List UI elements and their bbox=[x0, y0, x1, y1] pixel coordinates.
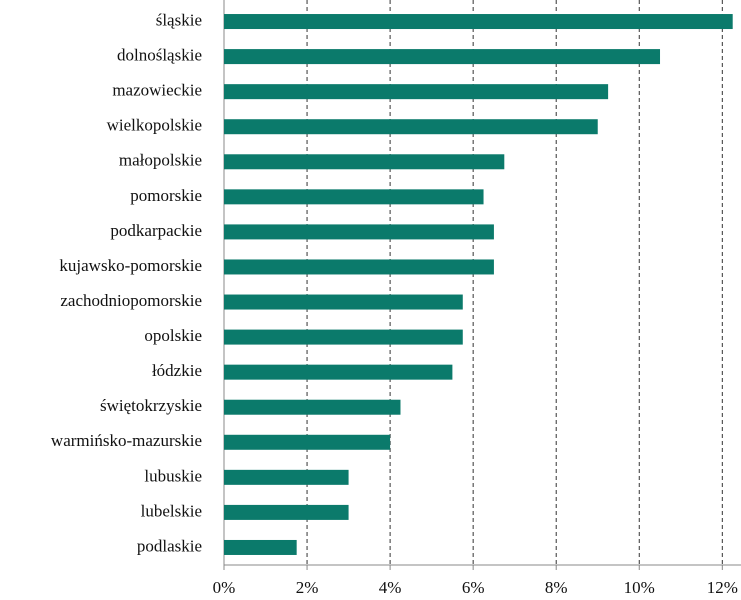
bar bbox=[224, 189, 484, 205]
x-tick-label: 10% bbox=[624, 578, 655, 597]
y-tick-label: warmińsko-mazurskie bbox=[51, 431, 202, 450]
y-tick-label: podkarpackie bbox=[110, 221, 202, 240]
x-tick-label: 0% bbox=[213, 578, 236, 597]
bar bbox=[224, 434, 391, 450]
y-tick-label: lubelskie bbox=[141, 501, 202, 520]
y-tick-label: pomorskie bbox=[130, 186, 202, 205]
x-tick-label: 6% bbox=[462, 578, 485, 597]
bar bbox=[224, 539, 297, 555]
bar bbox=[224, 224, 494, 240]
y-tick-label: małopolskie bbox=[119, 151, 202, 170]
x-tick-label: 2% bbox=[296, 578, 319, 597]
bar bbox=[224, 294, 463, 310]
y-tick-label: wielkopolskie bbox=[107, 116, 202, 135]
bar bbox=[224, 49, 661, 65]
x-tick-label: 4% bbox=[379, 578, 402, 597]
bar bbox=[224, 259, 494, 275]
bar bbox=[224, 84, 609, 100]
y-tick-label: opolskie bbox=[144, 326, 202, 345]
y-tick-label: mazowieckie bbox=[112, 81, 202, 100]
bar bbox=[224, 329, 463, 345]
bar bbox=[224, 469, 349, 485]
x-tick-label: 12% bbox=[707, 578, 738, 597]
bar bbox=[224, 119, 598, 135]
x-tick-label: 8% bbox=[545, 578, 568, 597]
bar bbox=[224, 364, 453, 380]
y-tick-label: podlaskie bbox=[137, 536, 202, 555]
y-tick-label: lubuskie bbox=[144, 466, 202, 485]
bar bbox=[224, 14, 733, 30]
bar bbox=[224, 399, 401, 415]
y-tick-label: dolnośląskie bbox=[117, 46, 202, 65]
y-tick-label: łódzkie bbox=[152, 361, 202, 380]
y-tick-label: śląskie bbox=[156, 10, 202, 29]
y-tick-label: zachodniopomorskie bbox=[60, 291, 202, 310]
y-tick-label: świętokrzyskie bbox=[100, 396, 202, 415]
bar bbox=[224, 504, 349, 520]
bar bbox=[224, 154, 505, 170]
y-tick-label: kujawsko-pomorskie bbox=[59, 256, 202, 275]
